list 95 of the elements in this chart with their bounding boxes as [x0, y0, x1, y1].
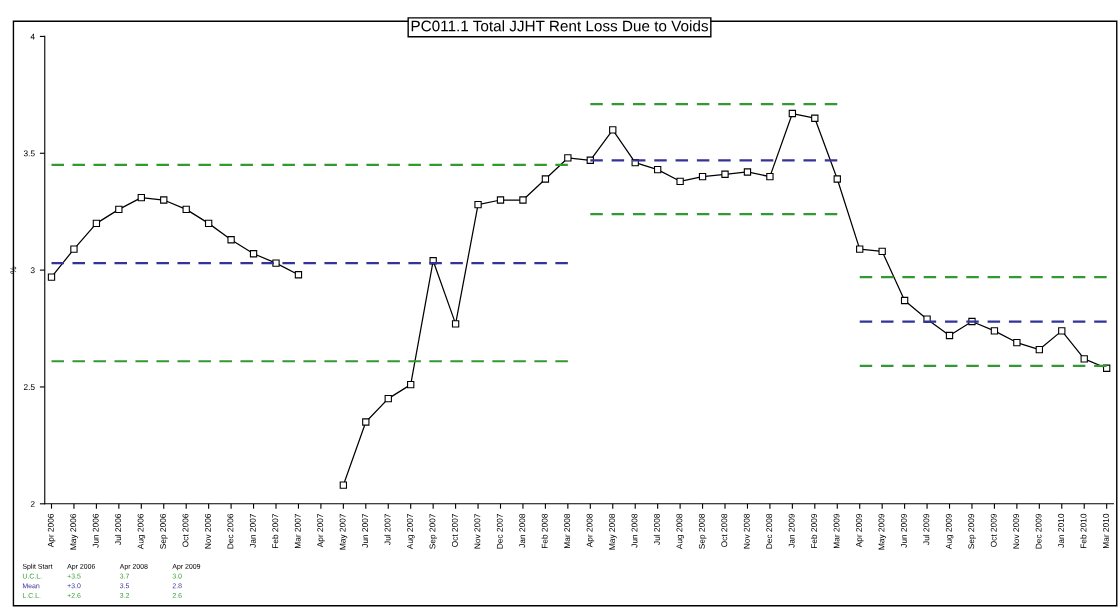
x-tick-label: Sep 2007	[429, 513, 438, 549]
point	[878, 247, 886, 256]
x-tick-label: Jul 2008	[653, 513, 660, 545]
x-tick-label: Sep 2009	[968, 513, 976, 549]
point	[900, 296, 909, 305]
point	[519, 196, 527, 204]
point	[249, 250, 258, 258]
point	[362, 418, 370, 426]
point	[788, 109, 797, 118]
x-tick-label: Nov 2006	[204, 513, 211, 549]
x-tick-label: Dec 2008	[766, 513, 773, 549]
x-tick-label: Mar 2007	[294, 513, 301, 549]
y-tick-label: 2	[30, 501, 35, 507]
point	[676, 177, 684, 185]
x-tick-label: Oct 2008	[721, 513, 728, 547]
x-tick-label: May 2007	[339, 513, 348, 550]
point	[564, 154, 572, 162]
point	[766, 172, 774, 181]
y-tick-label: 2.5	[23, 384, 35, 391]
point	[227, 236, 235, 244]
x-tick-label: Dec 2006	[227, 513, 234, 549]
x-tick-label: Aug 2007	[407, 513, 415, 550]
x-tick-label: Aug 2009	[945, 513, 954, 550]
x-tick-label: Jul 2006	[114, 513, 122, 545]
x-tick-label: Feb 2010	[1080, 513, 1087, 549]
point	[137, 193, 145, 202]
x-tick-label: Mar 2008	[564, 513, 571, 549]
y-tick-label: 3	[30, 267, 35, 274]
point	[115, 205, 123, 214]
x-tick-label: Apr 2008	[586, 513, 595, 548]
point	[541, 175, 550, 183]
point	[294, 271, 303, 279]
point	[272, 259, 280, 267]
x-tick-label: Aug 2008	[676, 513, 684, 550]
point	[698, 172, 707, 181]
point	[833, 175, 841, 183]
x-tick-label: Nov 2007	[474, 513, 481, 549]
x-tick-label: Jan 2007	[249, 513, 256, 548]
x-tick-label: Jan 2008	[519, 513, 526, 548]
point	[743, 168, 752, 176]
point	[474, 201, 482, 209]
point	[1080, 355, 1088, 363]
point	[204, 219, 213, 228]
point	[1058, 327, 1066, 335]
point	[990, 327, 999, 335]
point	[1035, 345, 1043, 354]
x-tick-label: Sep 2008	[698, 513, 707, 549]
point	[384, 394, 392, 403]
x-tick-label: Jul 2009	[923, 513, 930, 545]
chart-title: PC011.1 Total JJHT Rent Loss Due to Voids	[411, 20, 709, 32]
point	[92, 219, 101, 228]
x-tick-label: Jun 2007	[362, 513, 369, 548]
x-tick-label: Jun 2006	[92, 513, 99, 548]
x-tick-label: Feb 2009	[810, 513, 818, 549]
x-tick-label: May 2008	[609, 513, 617, 550]
y-tick-label: 3.5	[23, 150, 35, 157]
point	[160, 196, 168, 204]
x-tick-label: May 2006	[70, 513, 78, 550]
x-tick-label: Jan 2010	[1058, 513, 1065, 548]
x-tick-label: Apr 2007	[317, 513, 325, 548]
x-tick-label: Nov 2008	[743, 513, 750, 549]
x-tick-label: Aug 2006	[137, 513, 146, 550]
x-tick-label: Feb 2007	[272, 513, 279, 549]
x-tick-label: Jan 2009	[788, 513, 795, 548]
x-tick-label: Apr 2006	[47, 513, 56, 548]
x-tick-label: Mar 2010	[1103, 513, 1109, 549]
point	[856, 245, 864, 253]
point	[407, 380, 415, 389]
point	[496, 196, 505, 204]
x-tick-label: Nov 2009	[1013, 513, 1020, 549]
point	[721, 170, 729, 178]
point	[653, 165, 662, 174]
x-tick-label: Oct 2009	[990, 513, 997, 547]
x-tick-label: Apr 2009	[856, 513, 864, 548]
x-tick-label: Dec 2007	[496, 513, 503, 549]
x-tick-label: Feb 2008	[541, 513, 548, 549]
point	[47, 273, 56, 281]
point	[1013, 338, 1021, 347]
point	[70, 245, 78, 253]
point	[609, 126, 617, 134]
point	[339, 481, 348, 489]
x-tick-label: Dec 2009	[1035, 513, 1042, 549]
y-tick-label: 4	[30, 33, 35, 40]
x-tick-label: May 2009	[878, 513, 887, 550]
x-tick-label: Oct 2007	[451, 513, 458, 547]
point	[945, 331, 954, 340]
x-tick-label: Sep 2006	[160, 513, 168, 549]
x-tick-label: Mar 2009	[833, 513, 840, 549]
point	[182, 205, 190, 214]
x-tick-label: Jun 2009	[900, 513, 907, 548]
x-tick-label: Jun 2008	[631, 513, 638, 548]
x-tick-label: Jul 2007	[384, 513, 391, 545]
point	[451, 320, 460, 328]
point	[811, 114, 819, 122]
x-tick-label: Oct 2006	[182, 513, 189, 547]
